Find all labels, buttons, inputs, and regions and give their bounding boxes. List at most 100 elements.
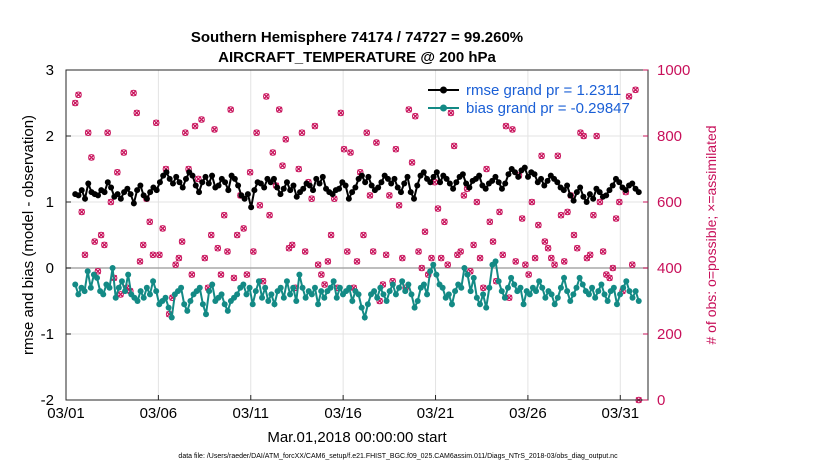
obs-possible-marker <box>321 281 328 288</box>
y-tick-label-left: -1 <box>41 326 54 343</box>
x-tick-label: 03/16 <box>324 405 362 422</box>
obs-assimilated-stroke <box>114 169 121 176</box>
obs-assimilated-marker <box>470 241 477 248</box>
obs-assimilated-marker <box>75 91 82 98</box>
rmse-point <box>345 195 352 202</box>
obs-assimilated-marker <box>551 261 558 268</box>
obs-possible-marker <box>94 268 102 275</box>
obs-possible-marker <box>84 129 92 136</box>
obs-possible-marker <box>288 241 296 249</box>
obs-assimilated-stroke <box>315 261 322 268</box>
obs-possible-marker <box>107 198 115 206</box>
obs-assimilated-marker <box>136 258 144 265</box>
obs-possible-marker <box>149 251 157 259</box>
obs-possible-marker <box>224 248 231 255</box>
bias-point <box>246 284 253 291</box>
obs-assimilated-marker <box>340 146 348 153</box>
obs-assimilated-stroke <box>421 228 429 235</box>
rmse-point <box>209 172 216 179</box>
bias-point <box>308 291 315 298</box>
obs-assimilated-stroke <box>603 271 610 278</box>
obs-assimilated-stroke <box>632 86 639 93</box>
obs-assimilated-stroke <box>130 90 137 97</box>
rmse-point <box>310 187 317 194</box>
obs-assimilated-stroke <box>399 255 406 262</box>
bias-point <box>333 294 340 301</box>
obs-assimilated-marker <box>606 274 613 281</box>
rmse-point <box>538 175 545 182</box>
obs-assimilated-stroke <box>509 126 516 133</box>
obs-assimilated-stroke <box>570 231 578 239</box>
rmse-point <box>202 173 209 180</box>
rmse-point <box>544 177 551 184</box>
obs-possible-marker <box>548 254 555 262</box>
obs-assimilated-marker <box>399 255 406 262</box>
rmse-point <box>101 189 108 196</box>
obs-possible-marker <box>518 215 526 222</box>
obs-possible-marker <box>480 284 487 292</box>
obs-assimilated-marker <box>609 264 616 272</box>
bias-point <box>364 301 371 308</box>
bias-point <box>374 294 381 301</box>
obs-assimilated-stroke <box>506 294 513 301</box>
rmse-point <box>114 191 121 198</box>
bias-point <box>140 294 147 301</box>
bias-point <box>570 291 577 298</box>
obs-possible-marker <box>599 248 607 255</box>
bias-point <box>203 311 210 318</box>
axes: 03/01 03/06 03/11 03/16 03/21 03/26 03/31 -2 -1 0… <box>41 62 691 422</box>
obs-assimilated-stroke <box>519 215 526 222</box>
rmse-point <box>407 189 414 196</box>
rmse-point <box>336 185 343 192</box>
obs-assimilated-marker <box>561 258 568 265</box>
obs-assimilated-stroke <box>564 208 571 215</box>
bias-point <box>632 288 639 295</box>
obs-assimilated-stroke <box>107 198 114 206</box>
obs-assimilated-marker <box>263 93 270 100</box>
rmse-point <box>365 173 372 180</box>
obs-assimilated-stroke <box>373 139 380 146</box>
obs-assimilated-marker <box>360 231 367 239</box>
obs-assimilated-stroke <box>538 152 545 159</box>
rmse-point <box>515 173 522 180</box>
obs-assimilated-stroke <box>360 231 367 239</box>
obs-possible-marker <box>214 244 222 252</box>
obs-assimilated-marker <box>370 248 377 255</box>
obs-assimilated-stroke <box>302 248 309 255</box>
legend: rmse grand pr = 1.2311 bias grand pr = -… <box>428 82 630 117</box>
obs-assimilated-stroke <box>606 274 613 281</box>
rmse-point <box>525 173 532 180</box>
obs-assimilated-stroke <box>240 225 247 232</box>
rmse-point <box>82 195 89 202</box>
obs-possible-marker <box>136 258 144 265</box>
obs-possible-marker <box>182 129 189 136</box>
x-tick-label: 03/01 <box>47 405 85 422</box>
rmse-point <box>147 189 154 196</box>
obs-assimilated-stroke <box>392 146 399 153</box>
bias-point <box>617 291 624 298</box>
rmse-point <box>124 185 131 192</box>
obs-possible-marker <box>178 238 186 245</box>
obs-possible-marker <box>522 261 529 269</box>
obs-assimilated-stroke <box>311 123 318 130</box>
rmse-point <box>231 175 238 182</box>
obs-assimilated-marker <box>428 255 435 262</box>
obs-assimilated-stroke <box>282 136 289 143</box>
bias-point <box>265 298 272 304</box>
rmse-point <box>433 169 440 176</box>
obs-possible-marker <box>382 251 390 259</box>
obs-assimilated-stroke <box>81 251 89 258</box>
obs-possible-marker <box>191 122 199 130</box>
rmse-point <box>580 193 587 200</box>
obs-possible-marker <box>570 231 578 239</box>
obs-assimilated-marker <box>373 139 380 146</box>
obs-assimilated-marker <box>81 251 89 258</box>
obs-assimilated-stroke <box>434 205 442 212</box>
obs-assimilated-stroke <box>208 231 215 239</box>
obs-possible-marker <box>509 126 516 133</box>
obs-possible-marker <box>156 251 163 259</box>
bias-point <box>557 284 564 291</box>
bias-point <box>318 288 325 295</box>
obs-assimilated-marker <box>211 126 218 133</box>
obs-assimilated-marker <box>224 248 231 255</box>
